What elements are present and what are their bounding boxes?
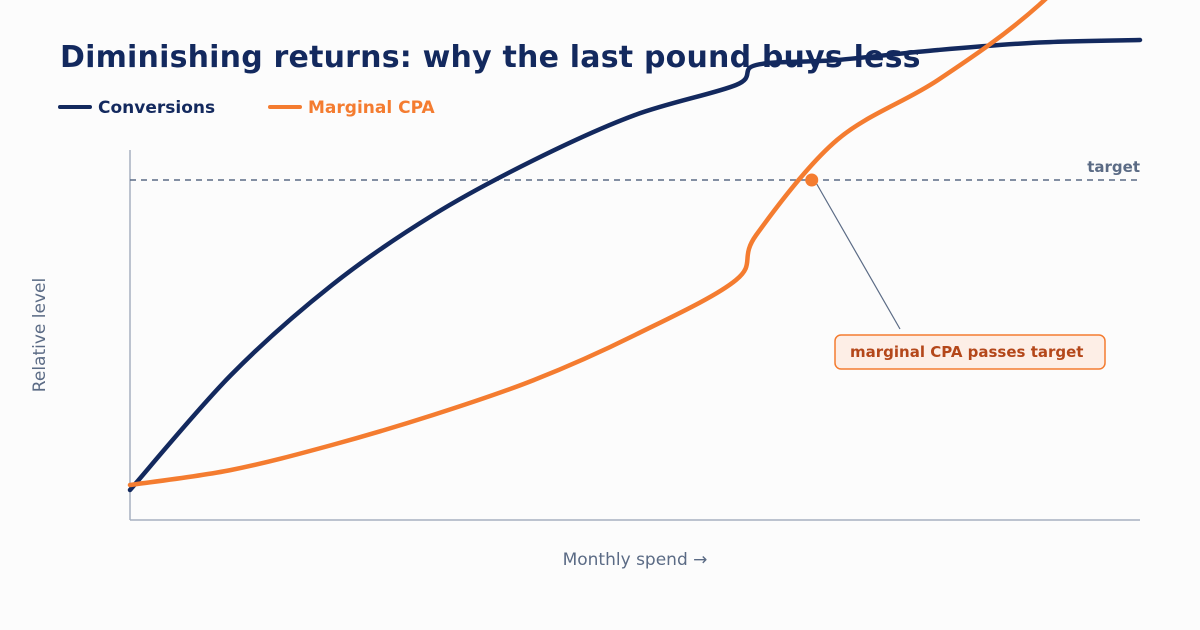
legend: Conversions Marginal CPA xyxy=(58,98,435,118)
series-line-conversions xyxy=(127,37,1143,493)
series-line-marginal-cpa xyxy=(127,0,1048,488)
legend-label-marginal-cpa: Marginal CPA xyxy=(308,98,435,118)
x-axis-label: Monthly spend → xyxy=(563,550,708,570)
annotation-leader-line xyxy=(816,183,901,330)
annotation-box xyxy=(834,334,1106,370)
crossing-point-marker xyxy=(805,173,819,187)
annotation: marginal CPA passes target xyxy=(805,173,1106,370)
y-axis-label: Relative level xyxy=(30,278,50,392)
legend-label-conversions: Conversions xyxy=(98,98,215,118)
annotation-text: marginal CPA passes target xyxy=(850,343,1083,361)
chart-title: Diminishing returns: why the last pound … xyxy=(60,40,921,75)
target-label: target xyxy=(1087,158,1140,176)
